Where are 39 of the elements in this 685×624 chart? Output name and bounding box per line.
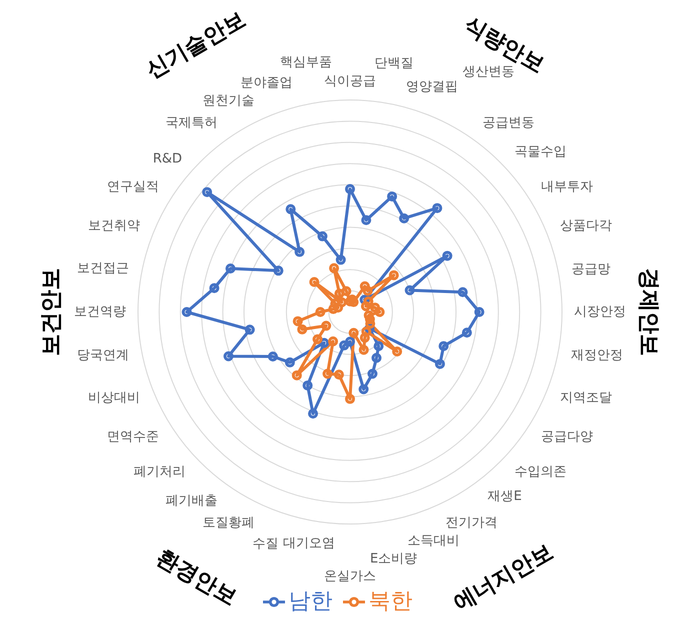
spoke-label: 비상대비 bbox=[88, 390, 140, 406]
spoke-label: 대기오염 bbox=[283, 536, 336, 552]
spoke-label: 상품다각 bbox=[560, 218, 612, 234]
legend-label: 남한 bbox=[288, 589, 332, 614]
spoke-label: 곡물수입 bbox=[514, 144, 567, 160]
spoke-label: 보건접근 bbox=[76, 260, 129, 276]
spoke-label: 단백질 bbox=[374, 56, 414, 72]
text: 보건안보 bbox=[39, 268, 64, 356]
spoke-label: 지역조달 bbox=[560, 390, 612, 406]
spoke-label: 보건역량 bbox=[74, 304, 126, 320]
spoke-label: 온실가스 bbox=[324, 569, 376, 584]
spoke-label: 토질황폐 bbox=[202, 515, 254, 530]
spoke-label: 폐기배출 bbox=[166, 493, 218, 508]
spoke-label: 내부투자 bbox=[540, 179, 593, 194]
spoke-label: 연구실적 bbox=[107, 179, 160, 194]
spoke-label: 수입의존 bbox=[514, 464, 567, 480]
spoke-label: 원천기술 bbox=[202, 94, 254, 109]
legend-label: 북한 bbox=[368, 589, 412, 614]
spoke-label: 분야졸업 bbox=[240, 76, 293, 91]
spoke-label: R&D bbox=[152, 151, 182, 166]
spoke-label: 폐기처리 bbox=[133, 464, 186, 480]
spoke-label: 식이공급 bbox=[324, 74, 376, 89]
spoke-label: 재생E bbox=[488, 488, 522, 504]
spoke-label: E소비량 bbox=[370, 551, 418, 566]
spoke-label: 시장안정 bbox=[574, 304, 626, 320]
spoke-label: 면역수준 bbox=[107, 430, 160, 445]
spoke-label: 보건취약 bbox=[88, 218, 140, 234]
spoke-label: 소득대비 bbox=[407, 533, 460, 548]
spoke-label: 영양결핍 bbox=[406, 79, 458, 94]
spoke-label: 수질 bbox=[252, 536, 278, 552]
spoke-label: 공급변동 bbox=[482, 116, 534, 131]
spoke-label: 전기가격 bbox=[446, 515, 498, 530]
text: 경제안보 bbox=[636, 268, 661, 356]
spoke-label: 국제특허 bbox=[166, 116, 218, 131]
spoke-label: 공급망 bbox=[571, 262, 610, 278]
spoke-label: 공급다양 bbox=[540, 430, 593, 445]
spoke-label: 재정안정 bbox=[571, 348, 624, 364]
spoke-label: 당국연계 bbox=[76, 348, 129, 364]
spoke-label: 핵심부품 bbox=[280, 55, 332, 70]
